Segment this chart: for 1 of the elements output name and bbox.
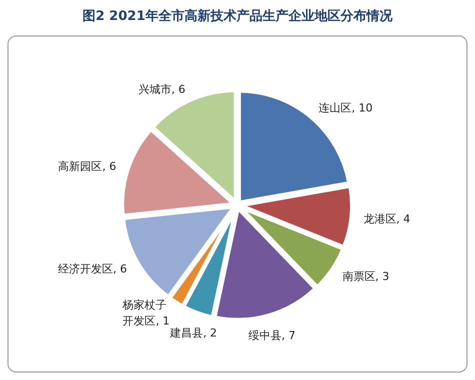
chart-title: 图2 2021年全市高新技术产品生产企业地区分布情况	[82, 8, 394, 24]
